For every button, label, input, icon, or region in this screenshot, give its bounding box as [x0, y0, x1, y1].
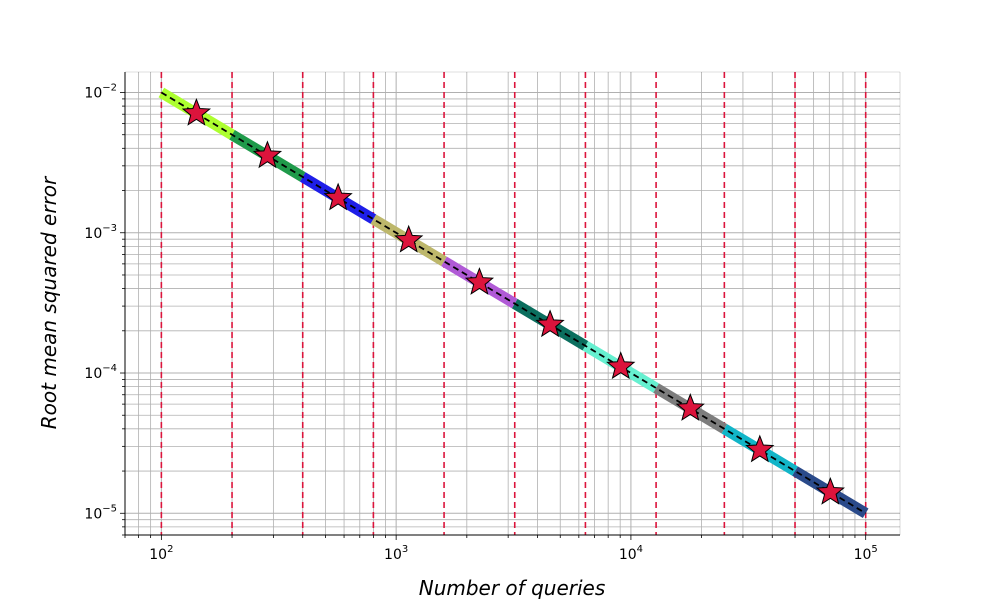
plot-area — [158, 72, 869, 535]
major-gridlines — [125, 72, 900, 535]
x-tick-label: 104 — [619, 544, 643, 563]
reference-dashed-line — [160, 91, 867, 515]
star-marker — [181, 97, 212, 126]
x-tick-label: 102 — [149, 544, 173, 563]
star-marker — [606, 351, 636, 380]
x-tick-label: 103 — [384, 544, 408, 563]
y-tick-label: 10−2 — [84, 82, 117, 101]
star-marker — [535, 309, 565, 338]
star-marker — [464, 267, 495, 295]
y-tick-label: 10−4 — [84, 363, 117, 382]
star-marker — [815, 476, 845, 505]
y-tick-label: 10−3 — [84, 223, 117, 242]
star-marker — [252, 140, 283, 169]
star-marker — [323, 182, 353, 211]
minor-gridlines — [125, 72, 900, 535]
x-axis-label: Number of queries — [419, 576, 606, 600]
y-tick-label: 10−5 — [84, 503, 117, 522]
star-marker — [675, 393, 705, 421]
star-marker — [394, 224, 424, 253]
x-tick-label: 105 — [854, 544, 878, 563]
star-markers — [181, 97, 845, 505]
star-marker — [745, 434, 775, 463]
reference-line — [160, 91, 867, 515]
axes-frame — [124, 71, 901, 536]
vertical-dashed-lines — [160, 72, 867, 535]
x-axis-ticks: 102 103 104 105 — [124, 535, 878, 563]
y-axis-label: Root mean squared error — [37, 175, 61, 429]
y-axis-ticks: 10−2 10−3 10−4 10−5 — [84, 82, 125, 536]
